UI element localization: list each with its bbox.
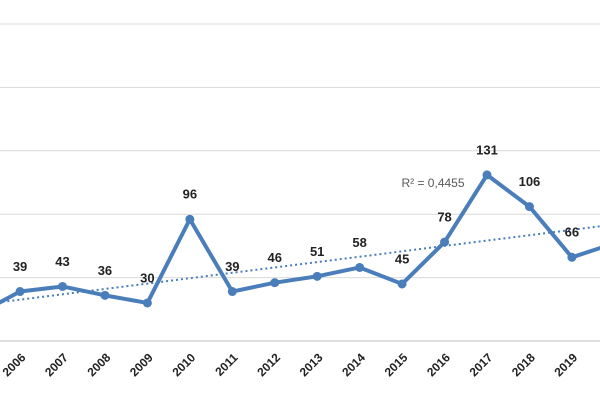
x-tick-label: 2006 — [0, 350, 29, 379]
x-tick-label: 2014 — [339, 350, 368, 379]
trendline-annotation: R² = 0,4455 — [401, 176, 464, 190]
x-tick-label: 2018 — [509, 350, 538, 379]
x-tick-label: 2017 — [467, 350, 496, 379]
point — [567, 252, 577, 262]
point — [270, 278, 280, 288]
x-tick-label: 2011 — [212, 350, 241, 379]
data-label: 39 — [13, 259, 27, 274]
point — [397, 279, 407, 289]
x-tick-label: 2012 — [254, 350, 283, 379]
x-tick-label: 2010 — [169, 350, 198, 379]
point — [440, 237, 450, 247]
point — [15, 287, 25, 297]
point — [524, 202, 534, 212]
data-label: 66 — [565, 225, 579, 240]
point — [482, 170, 492, 180]
data-label: 36 — [98, 263, 112, 278]
x-tick-label: 2009 — [127, 350, 156, 379]
point — [227, 287, 237, 297]
point — [100, 290, 110, 300]
data-label: 51 — [310, 244, 324, 259]
x-tick-label: 2016 — [424, 350, 453, 379]
series-line — [0, 172, 600, 305]
point — [142, 298, 152, 308]
data-label: 30 — [140, 270, 154, 285]
data-label: 106 — [519, 174, 541, 189]
data-label: 58 — [352, 235, 366, 250]
x-tick-label: 2008 — [85, 350, 114, 379]
point — [312, 271, 322, 281]
data-label: 96 — [183, 187, 197, 202]
data-label: 45 — [395, 251, 409, 266]
data-label: 43 — [55, 254, 69, 269]
data-label: 131 — [476, 142, 498, 157]
x-tick-label: 2015 — [382, 350, 411, 379]
point — [185, 214, 195, 224]
x-tick-label: 2007 — [42, 350, 71, 379]
x-tick-label: 2019 — [551, 350, 580, 379]
point — [355, 262, 365, 272]
x-tick-label: 2013 — [297, 350, 326, 379]
point — [58, 281, 67, 291]
data-label: 78 — [437, 210, 451, 225]
data-label: 46 — [268, 250, 282, 265]
data-label: 39 — [225, 259, 239, 274]
